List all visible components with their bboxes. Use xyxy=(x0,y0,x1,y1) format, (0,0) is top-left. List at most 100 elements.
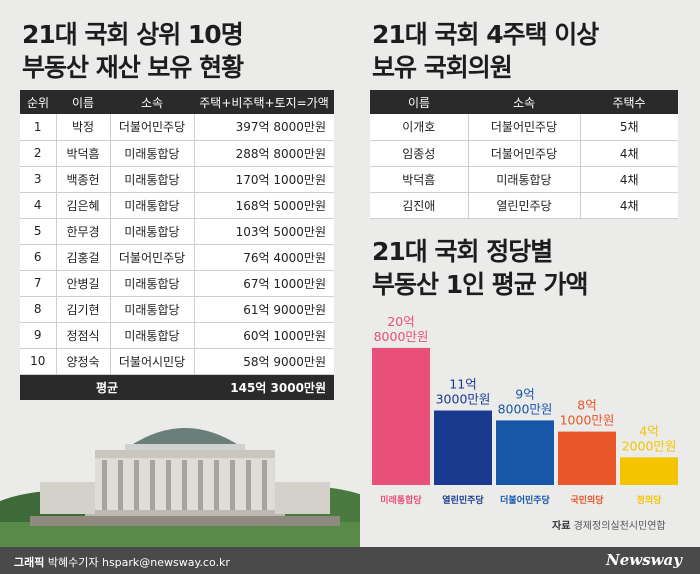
name-cell: 김진애 xyxy=(370,192,468,219)
party-cell: 더불어민주당 xyxy=(467,114,580,141)
table1-title-line1: 21대 국회 상위 10명 xyxy=(22,20,244,49)
column-header-house-count: 주택수 xyxy=(580,90,678,114)
table-row: 박덕흠 미래통합당 4채 xyxy=(370,166,678,193)
four-houses-table: 이름 소속 주택수 이개호 더불어민주당 5채 임종성 더불어민주당 4채 박덕흠 미래통합당… xyxy=(370,90,678,219)
table-row: 3 백종헌 미래통합당 170억 1000만원 xyxy=(20,166,334,193)
column-header-name: 이름 xyxy=(370,90,468,114)
party-cell: 더불어민주당 xyxy=(109,244,194,271)
table-row: 이개호 더불어민주당 5채 xyxy=(370,114,678,141)
category-label: 열린민주당 xyxy=(442,494,484,506)
data-label: 20억 xyxy=(387,314,414,329)
party-cell: 열린민주당 xyxy=(467,192,580,219)
bar xyxy=(620,457,678,485)
party-cell: 미래통합당 xyxy=(109,140,194,167)
table2-title: 21대 국회 4주택 이상 보유 국회의원 xyxy=(372,18,599,84)
house-count-cell: 5채 xyxy=(579,114,678,141)
amount-cell: 67억 1000만원 xyxy=(193,270,334,297)
party-cell: 더불어시민당 xyxy=(109,348,194,375)
party-cell: 미래통합당 xyxy=(467,166,580,193)
party-cell: 더불어민주당 xyxy=(109,114,194,141)
amount-cell: 58억 9000만원 xyxy=(193,348,334,375)
house-count-cell: 4채 xyxy=(579,140,678,167)
table1-title-line2: 부동산 재산 보유 현황 xyxy=(22,53,244,82)
name-cell: 박덕흠 xyxy=(55,140,110,167)
table-row: 1 박정 더불어민주당 397억 8000만원 xyxy=(20,114,334,141)
name-cell: 이개호 xyxy=(370,114,468,141)
data-label: 2000만원 xyxy=(622,438,677,453)
credit-line: 그래픽 박혜수기자 hspark@newsway.co.kr xyxy=(14,554,230,570)
category-label: 미래통합당 xyxy=(380,494,422,506)
data-label: 1000만원 xyxy=(560,413,615,428)
table-row: 임종성 더불어민주당 4채 xyxy=(370,140,678,167)
bar xyxy=(372,347,430,485)
data-label: 3000만원 xyxy=(436,392,491,407)
party-cell: 미래통합당 xyxy=(109,192,194,219)
average-label: 평균 xyxy=(20,374,194,400)
party-cell: 미래통합당 xyxy=(109,166,194,193)
amount-cell: 61억 9000만원 xyxy=(193,296,334,323)
column-header-name: 이름 xyxy=(56,90,110,114)
name-cell: 안병길 xyxy=(55,270,110,297)
source-text: 경제정의실천시민연합 xyxy=(573,521,666,532)
brand-logo: Newsway xyxy=(606,551,682,569)
rank-cell: 1 xyxy=(20,114,56,141)
name-cell: 양정숙 xyxy=(55,348,110,375)
data-label: 8억 xyxy=(577,398,596,413)
data-label: 4억 xyxy=(639,423,658,438)
chart-title-line2: 부동산 1인 평균 가액 xyxy=(372,270,589,299)
credit-label: 그래픽 xyxy=(14,556,45,569)
rank-cell: 10 xyxy=(20,348,56,375)
data-label: 9억 xyxy=(515,386,534,401)
party-cell: 더불어민주당 xyxy=(467,140,580,167)
table-row: 5 한무경 미래통합당 103억 5000만원 xyxy=(20,218,334,245)
credit-text: 박혜수기자 hspark@newsway.co.kr xyxy=(47,556,230,569)
rank-cell: 8 xyxy=(20,296,56,323)
rank-cell: 6 xyxy=(20,244,56,271)
bar xyxy=(496,420,554,485)
source-label: 자료 xyxy=(552,521,571,532)
table-row: 7 안병길 미래통합당 67억 1000만원 xyxy=(20,270,334,297)
rank-cell: 2 xyxy=(20,140,56,167)
name-cell: 김홍걸 xyxy=(55,244,110,271)
category-label: 정의당 xyxy=(637,494,663,506)
amount-cell: 60억 1000만원 xyxy=(193,322,334,349)
table-row: 9 정점식 미래통합당 60억 1000만원 xyxy=(20,322,334,349)
house-count-cell: 4채 xyxy=(579,166,678,193)
party-cell: 미래통합당 xyxy=(109,270,194,297)
table2-title-line2: 보유 국회의원 xyxy=(372,53,513,82)
average-row: 평균 145억 3000만원 xyxy=(20,374,334,400)
column-header-party: 소속 xyxy=(468,90,580,114)
amount-cell: 76억 4000만원 xyxy=(193,244,334,271)
name-cell: 박덕흠 xyxy=(370,166,468,193)
category-label: 더불어민주당 xyxy=(500,494,550,506)
name-cell: 임종성 xyxy=(370,140,468,167)
name-cell: 김기현 xyxy=(55,296,110,323)
amount-cell: 168억 5000만원 xyxy=(193,192,334,219)
party-cell: 미래통합당 xyxy=(109,218,194,245)
table2-title-line1: 21대 국회 4주택 이상 xyxy=(372,20,599,49)
table-row: 6 김홍걸 더불어민주당 76억 4000만원 xyxy=(20,244,334,271)
rank-cell: 7 xyxy=(20,270,56,297)
data-label: 8000만원 xyxy=(498,401,553,416)
rank-cell: 4 xyxy=(20,192,56,219)
bar xyxy=(434,410,492,485)
rank-cell: 9 xyxy=(20,322,56,349)
party-cell: 미래통합당 xyxy=(109,296,194,323)
column-header-party: 소속 xyxy=(110,90,194,114)
column-header-amount: 주택+비주택+토지=가액 xyxy=(194,90,334,114)
name-cell: 김은혜 xyxy=(55,192,110,219)
bar xyxy=(558,431,616,485)
table-row: 4 김은혜 미래통합당 168억 5000만원 xyxy=(20,192,334,219)
assembly-building-illustration xyxy=(0,400,360,547)
column-header-rank: 순위 xyxy=(20,90,56,114)
house-count-cell: 4채 xyxy=(579,192,678,219)
table-row: 10 양정숙 더불어시민당 58억 9000만원 xyxy=(20,348,334,375)
table1-title: 21대 국회 상위 10명 부동산 재산 보유 현황 xyxy=(22,18,244,84)
data-label: 11억 xyxy=(449,377,476,392)
party-average-bar-chart: 20억8000만원미래통합당11억3000만원열린민주당9억8000만원더불어민… xyxy=(372,314,678,506)
name-cell: 정점식 xyxy=(55,322,110,349)
name-cell: 백종헌 xyxy=(55,166,110,193)
rank-cell: 3 xyxy=(20,166,56,193)
amount-cell: 288억 8000만원 xyxy=(193,140,334,167)
table-row: 8 김기현 미래통합당 61억 9000만원 xyxy=(20,296,334,323)
